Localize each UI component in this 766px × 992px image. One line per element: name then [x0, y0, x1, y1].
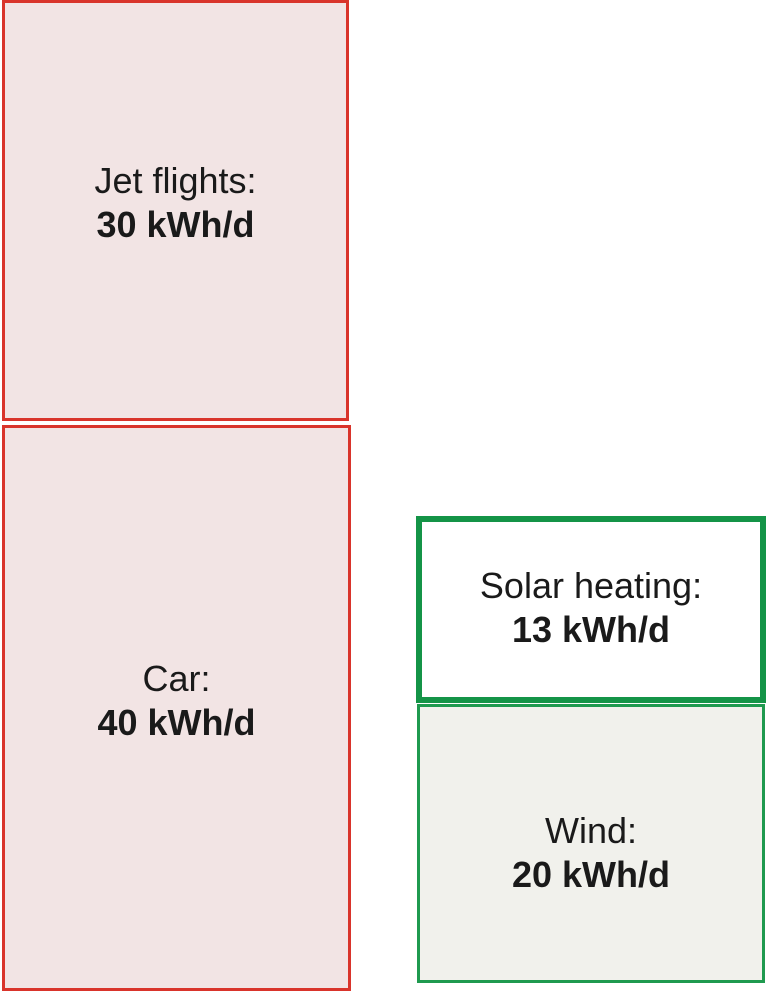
- solar-heating-text: Solar heating: 13 kWh/d: [422, 564, 760, 652]
- car-block: Car: 40 kWh/d: [2, 425, 351, 991]
- jet-flights-label: Jet flights:: [94, 160, 257, 201]
- jet-flights-value: 30 kWh/d: [96, 204, 255, 245]
- wind-label: Wind:: [544, 810, 638, 851]
- wind-value: 20 kWh/d: [511, 854, 671, 895]
- jet-flights-block: Jet flights: 30 kWh/d: [2, 0, 349, 421]
- wind-block: Wind: 20 kWh/d: [417, 704, 765, 983]
- wind-text: Wind: 20 kWh/d: [420, 809, 762, 897]
- jet-flights-text: Jet flights: 30 kWh/d: [5, 159, 346, 247]
- solar-heating-label: Solar heating:: [479, 565, 703, 606]
- car-value: 40 kWh/d: [97, 702, 256, 743]
- car-text: Car: 40 kWh/d: [5, 657, 348, 745]
- solar-heating-value: 13 kWh/d: [511, 609, 671, 650]
- car-label: Car:: [142, 658, 211, 699]
- solar-heating-block: Solar heating: 13 kWh/d: [416, 516, 766, 703]
